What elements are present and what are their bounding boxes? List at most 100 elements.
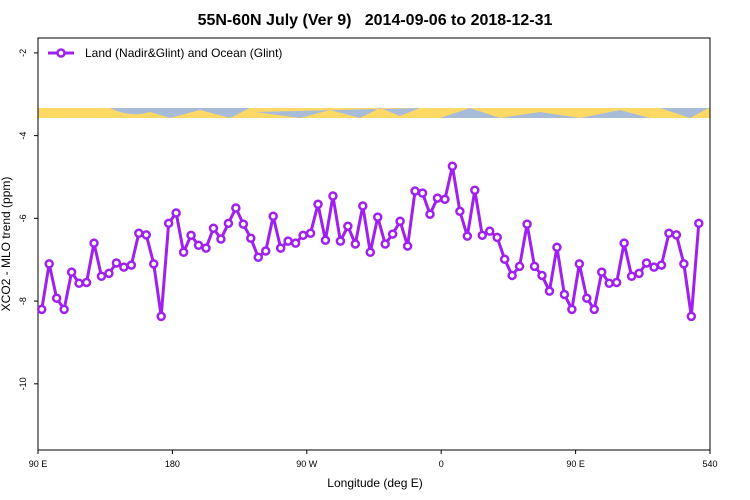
data-point [81,277,92,288]
data-point [372,212,383,222]
data-point [567,304,577,315]
data-point [649,262,659,272]
data-point [201,243,211,253]
data-point [462,231,473,241]
data-point [477,230,488,241]
y-tick-label: -2 [18,49,28,57]
data-point [395,216,405,226]
data-point [231,203,241,213]
data-point [425,209,435,219]
x-tick-label: 90 E [566,459,585,469]
data-point [253,252,264,262]
data-point [559,289,570,300]
data-point [574,259,585,269]
data-point [626,271,637,282]
data-point [290,238,301,248]
data-point [275,243,286,253]
data-point [208,223,219,234]
data-point [238,219,249,229]
x-axis-label: Longitude (deg E) [327,476,422,490]
data-point [455,206,465,217]
map-strip [38,108,710,118]
data-point [320,235,331,246]
data-point [492,232,502,243]
data-point [611,277,622,288]
y-tick-label: -6 [18,214,28,222]
x-tick-label: 180 [165,459,180,469]
data-point [447,161,458,171]
chart-title: 55N-60N July (Ver 9) 2014-09-06 to 2018-… [198,12,553,29]
data-point [656,260,667,270]
data-point [111,258,122,268]
data-point [74,278,84,289]
data-point [470,185,480,195]
data-point [694,218,704,229]
data-point [417,188,428,198]
data-point [163,218,174,229]
data-point [193,240,204,250]
data-point [51,293,62,303]
data-point [507,270,517,281]
data-point [634,268,644,279]
data-point [641,258,652,268]
data-point [328,191,338,201]
data-point [171,208,181,218]
data-point [313,199,323,210]
y-tick-label: -4 [18,132,28,140]
data-point [246,233,256,243]
y-axis-label: XCO2 - MLO trend (ppm) [0,177,13,312]
data-point [186,230,196,241]
data-point [223,218,234,229]
data-point [499,254,510,265]
data-point [440,194,450,205]
data-point [148,259,159,269]
data-point [589,304,600,315]
data-point [298,230,308,241]
data-point [59,304,69,315]
data-point [178,247,189,258]
data-point [402,241,413,251]
data-point [679,259,689,269]
data-point [119,262,129,272]
data-point [283,236,293,246]
plot-frame [37,37,711,451]
legend-label: Land (Nadir&Glint) and Ocean (Glint) [85,46,282,60]
data-point [44,259,54,269]
data-point [141,230,152,240]
data-point [529,261,540,272]
data-point [432,193,443,203]
y-tick-label: -10 [18,377,28,390]
data-point [410,186,420,196]
data-point [335,236,346,246]
data-point [664,228,674,238]
data-point [268,211,278,222]
data-point [358,201,368,211]
data-point [619,238,629,248]
data-point [552,242,562,253]
data-point [522,219,532,229]
data-point [96,271,107,282]
data-point [260,246,271,256]
data-point [36,304,47,315]
data-point [387,229,398,239]
data-point [350,239,361,249]
data-point [671,230,682,240]
data-point [104,268,114,279]
x-tick-label: 540 [702,459,717,469]
data-point [537,270,547,281]
data-point [596,267,607,277]
y-tick-label: -8 [18,297,28,305]
data-point [305,228,316,238]
data-point [156,311,166,322]
x-tick-label: 90 W [296,459,318,469]
data-point [582,293,592,303]
data-point [514,261,525,272]
data-point [365,247,376,258]
data-point [134,228,144,238]
data-point [66,267,77,277]
x-tick-label: 90 E [29,459,48,469]
data-point [686,311,697,322]
data-point [126,260,137,270]
data-point [380,239,390,249]
